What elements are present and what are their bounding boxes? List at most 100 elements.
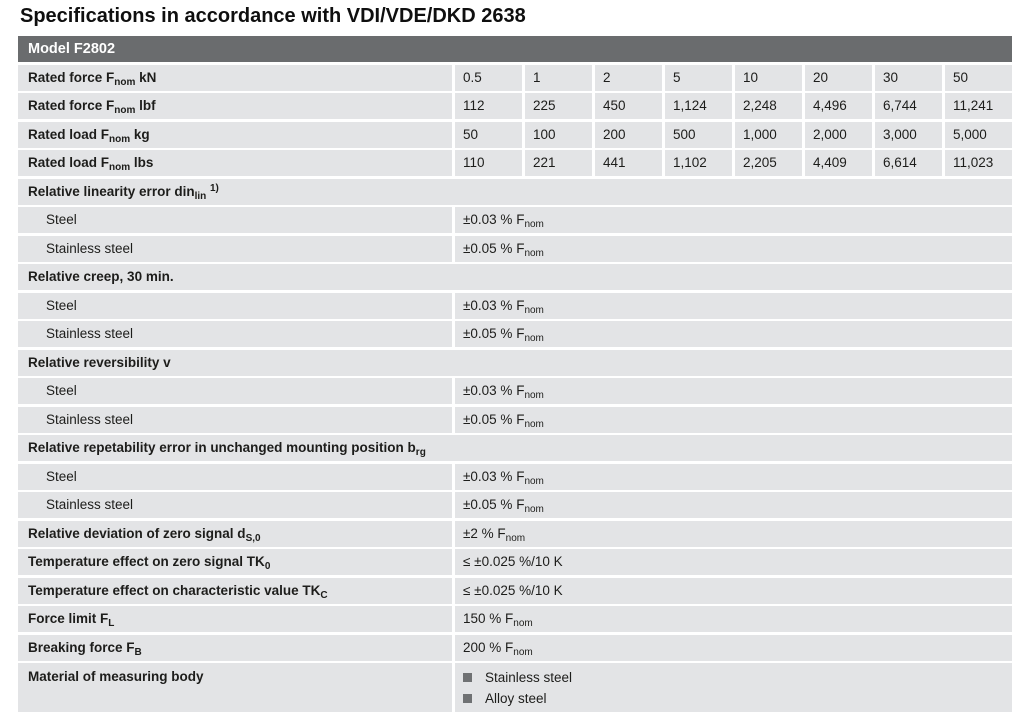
value-cell: ±0.05 % Fnom xyxy=(455,492,1012,518)
sub-text: B xyxy=(134,646,142,658)
table-row: Temperature effect on zero signal TK0 ≤ ±… xyxy=(18,549,1012,575)
table-row: Force limit FL 150 % Fnom xyxy=(18,606,1012,632)
table-row: Steel ±0.03 % Fnom xyxy=(18,463,1012,490)
text: Relative reversibility v xyxy=(28,354,171,370)
sub-text: nom xyxy=(513,646,533,658)
text: Stainless steel xyxy=(46,411,134,427)
value-cell: ≤ ±0.025 %/10 K xyxy=(455,549,1012,575)
text: Steel xyxy=(46,383,77,398)
value-cell: 20 xyxy=(805,64,872,91)
value-cell: 2,248 xyxy=(735,93,802,119)
sub-text: nom xyxy=(524,390,544,401)
value-cell: 2,000 xyxy=(805,121,872,148)
section-header-label: Relative repetability error in unchanged… xyxy=(18,435,1012,461)
value-cell: 1,000 xyxy=(735,121,802,148)
value-cell: 1 xyxy=(525,64,592,91)
sub-text: nom xyxy=(524,247,544,259)
table-row: Breaking force FB 200 % Fnom xyxy=(18,634,1012,661)
value-cell: 450 xyxy=(595,93,662,119)
text: Stainless steel xyxy=(46,497,134,512)
text: ≤ ±0.025 %/10 K xyxy=(463,582,563,598)
section-header-label: Relative creep, 30 min. xyxy=(18,264,1012,290)
section-header-label: Relative reversibility v xyxy=(18,349,1012,376)
text: Steel xyxy=(46,468,77,484)
row-label: Steel xyxy=(18,378,452,404)
table-row: Rated force Fnom kN 0.5 1 2 5 10 20 30 50 xyxy=(18,64,1012,91)
text: 150 % F xyxy=(463,611,514,626)
sub-text: rg xyxy=(415,447,426,458)
value-cell: 150 % Fnom xyxy=(455,606,1012,632)
value-cell: 225 xyxy=(525,93,592,119)
text: Material of measuring body xyxy=(28,669,204,684)
section-header-label: Relative linearity error dinlin 1) xyxy=(18,178,1012,205)
text: Stainless steel xyxy=(46,326,134,341)
row-label: Rated force Fnom lbf xyxy=(18,93,452,119)
row-label: Steel xyxy=(18,207,452,233)
table-row: Material of measuring body Stainless stee… xyxy=(18,663,1012,712)
row-label: Temperature effect on zero signal TK0 xyxy=(18,549,452,575)
value-cell: 6,614 xyxy=(875,150,942,176)
text: Force limit F xyxy=(28,611,109,626)
table-row: Steel ±0.03 % Fnom xyxy=(18,207,1012,233)
row-label: Temperature effect on characteristic val… xyxy=(18,577,452,604)
sub-text: nom xyxy=(524,219,544,230)
sub-text: nom xyxy=(524,304,544,316)
table-row: Rated load Fnom kg 50 100 200 500 1,000 2,000 3… xyxy=(18,121,1012,148)
table-row: Relative creep, 30 min. xyxy=(18,264,1012,290)
text: ≤ ±0.025 %/10 K xyxy=(463,554,563,569)
text: Rated force F xyxy=(28,98,115,113)
table-row: Relative linearity error dinlin 1) xyxy=(18,178,1012,205)
value-cell: 11,023 xyxy=(945,150,1012,176)
value-cell: ±0.03 % Fnom xyxy=(455,207,1012,233)
text: ±0.03 % F xyxy=(463,297,525,313)
table-row: Steel ±0.03 % Fnom xyxy=(18,292,1012,319)
value-cell: ±0.03 % Fnom xyxy=(455,292,1012,319)
table-row: Relative deviation of zero signal dS,0 ±2… xyxy=(18,520,1012,547)
list-item: Stainless steel xyxy=(463,667,1012,688)
text: kN xyxy=(135,69,157,85)
value-cell: 2 xyxy=(595,64,662,91)
row-label: Force limit FL xyxy=(18,606,452,632)
text: Stainless steel xyxy=(46,240,134,256)
value-cell: 0.5 xyxy=(455,64,522,91)
value-cell: 200 xyxy=(595,121,662,148)
text: ±0.03 % F xyxy=(463,212,525,227)
row-label: Steel xyxy=(18,463,452,490)
text: lbs xyxy=(130,155,154,170)
sub-text: C xyxy=(320,589,328,601)
row-label: Stainless steel xyxy=(18,235,452,262)
sub-text: nom xyxy=(513,618,533,629)
sub-text: nom xyxy=(524,504,544,515)
value-cell: 4,496 xyxy=(805,93,872,119)
text: ±0.05 % F xyxy=(463,411,525,427)
text: Breaking force F xyxy=(28,639,135,655)
sub-text: nom xyxy=(505,532,526,544)
text: ±0.05 % F xyxy=(463,326,525,341)
text: kg xyxy=(130,126,150,142)
value-cell: ±0.05 % Fnom xyxy=(455,321,1012,347)
sub-text: 0 xyxy=(264,561,271,572)
value-cell: 2,205 xyxy=(735,150,802,176)
value-cell: ±2 % Fnom xyxy=(455,520,1012,547)
row-label: Material of measuring body xyxy=(18,663,452,712)
text: Rated load F xyxy=(28,126,110,142)
text: lbf xyxy=(135,98,156,113)
text: Relative creep, 30 min. xyxy=(28,269,174,284)
text: ±0.05 % F xyxy=(463,240,525,256)
value-cell: 11,241 xyxy=(945,93,1012,119)
value-cell: ≤ ±0.025 %/10 K xyxy=(455,577,1012,604)
table-row: Relative repetability error in unchanged… xyxy=(18,435,1012,461)
row-label: Rated load Fnom lbs xyxy=(18,150,452,176)
row-label: Stainless steel xyxy=(18,321,452,347)
text: Steel xyxy=(46,212,77,227)
value-cell: ±0.05 % Fnom xyxy=(455,235,1012,262)
table-row: Stainless steel ±0.05 % Fnom xyxy=(18,492,1012,518)
sub-text: S,0 xyxy=(245,532,261,544)
text: Relative deviation of zero signal d xyxy=(28,525,246,541)
sub-text: nom xyxy=(114,76,136,88)
value-cell: 4,409 xyxy=(805,150,872,176)
row-label: Stainless steel xyxy=(18,492,452,518)
value-cell: 500 xyxy=(665,121,732,148)
row-label: Breaking force FB xyxy=(18,634,452,661)
value-cell: 100 xyxy=(525,121,592,148)
